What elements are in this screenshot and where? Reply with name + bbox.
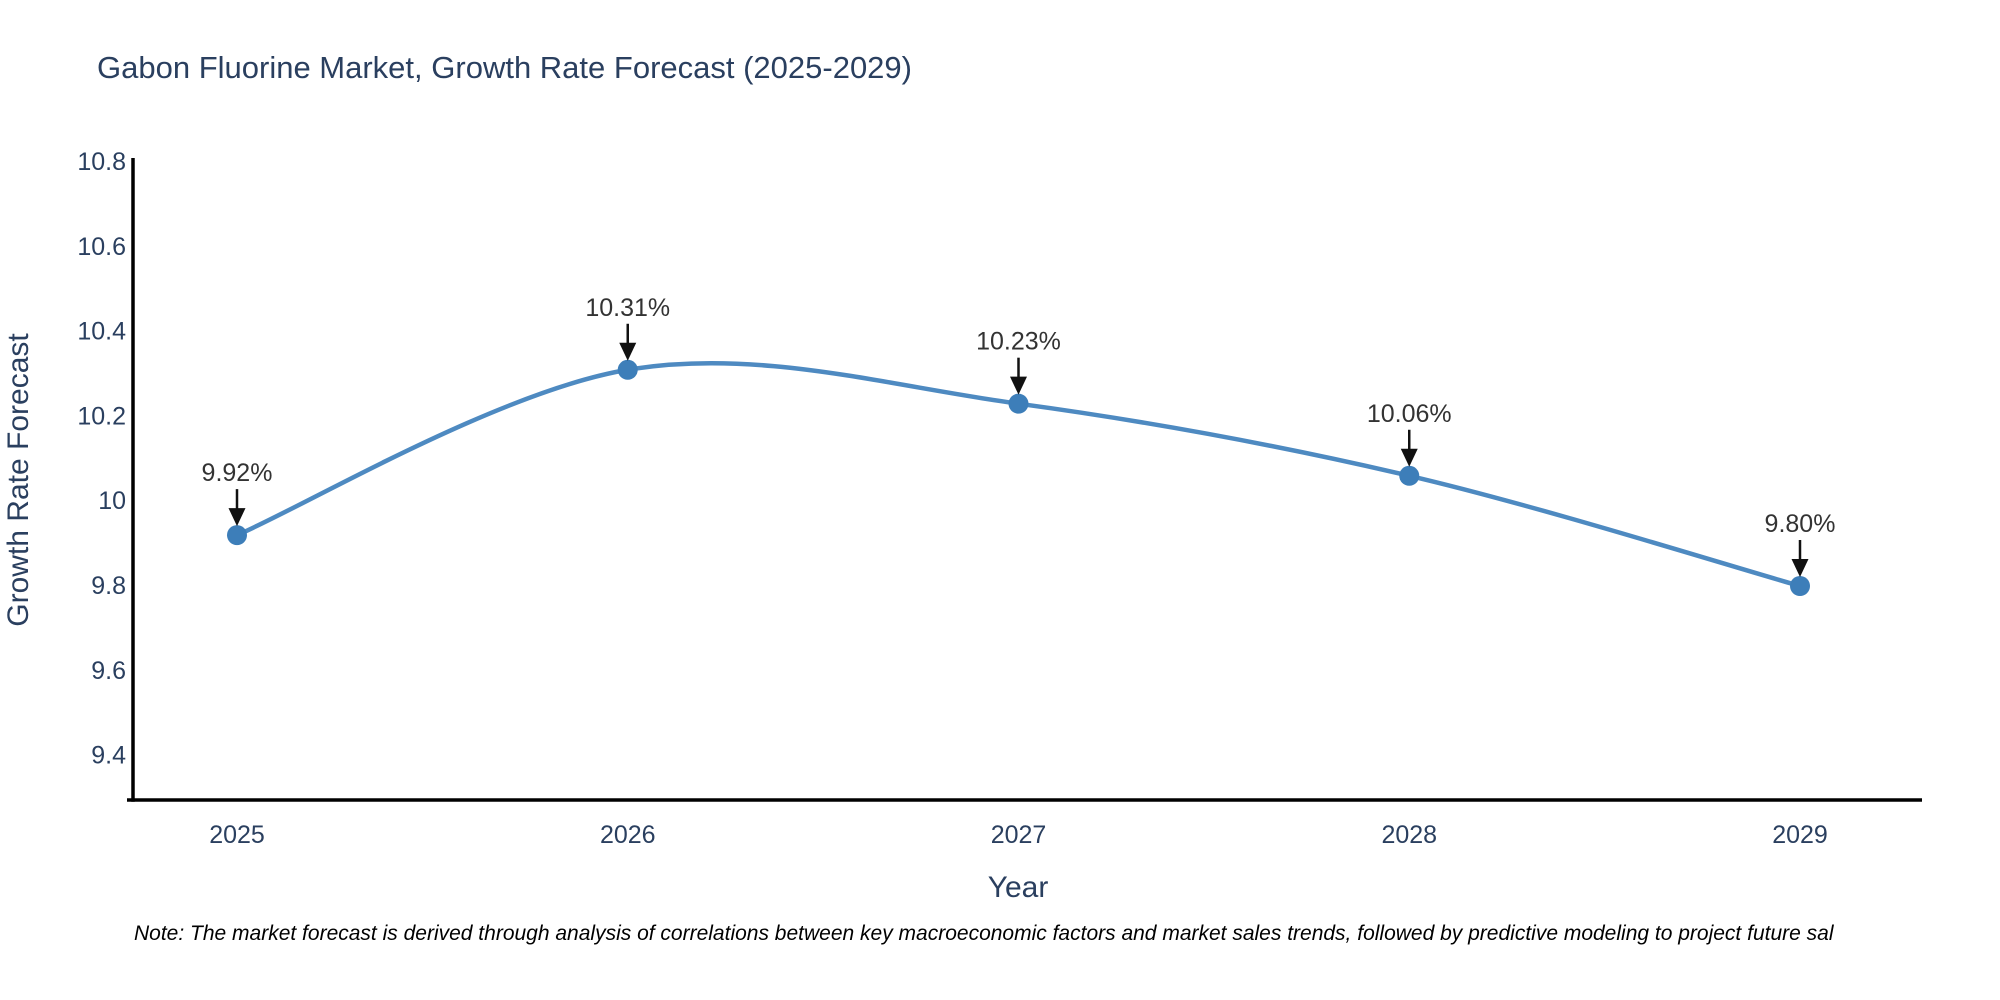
x-tick-label: 2029 [1772, 821, 1828, 849]
chart-title: Gabon Fluorine Market, Growth Rate Forec… [97, 50, 912, 85]
y-tick-label: 9.8 [91, 572, 126, 600]
y-tick-label: 10.4 [77, 318, 126, 346]
data-point-label: 10.31% [585, 294, 670, 322]
annotation-arrow-head [228, 508, 246, 527]
data-point-marker [1008, 393, 1029, 414]
data-point-label: 9.92% [202, 459, 273, 487]
data-point-marker [617, 359, 638, 380]
y-tick-label: 9.6 [91, 657, 126, 685]
y-axis-title: Growth Rate Forecast [2, 333, 35, 627]
x-axis-title: Year [988, 871, 1049, 904]
y-tick-label: 10.6 [77, 233, 126, 261]
y-tick-label: 10.8 [77, 148, 126, 176]
annotation-arrow-head [1791, 559, 1809, 577]
annotation-arrow-head [619, 342, 637, 361]
data-point-label: 9.80% [1765, 510, 1836, 538]
data-point-marker [1790, 576, 1810, 596]
y-tick-label: 9.4 [91, 742, 126, 770]
y-tick-label: 10 [98, 487, 126, 515]
footnote: Note: The market forecast is derived thr… [134, 922, 1834, 945]
data-point-label: 10.23% [976, 328, 1061, 356]
annotation-arrow-head [1010, 376, 1027, 395]
data-point-label: 10.06% [1367, 400, 1452, 428]
x-tick-label: 2025 [209, 821, 265, 849]
x-tick-label: 2028 [1381, 821, 1437, 849]
annotation-arrow-head [1400, 448, 1418, 467]
data-point-marker [227, 525, 247, 546]
data-point-marker [1399, 465, 1420, 486]
x-tick-label: 2027 [991, 821, 1047, 849]
y-tick-label: 10.2 [77, 402, 126, 430]
x-tick-label: 2026 [600, 821, 656, 849]
plot-area: 10.8 10.6 10.4 10.2 10 9.8 9.6 9.4 2025 2026 2027 2… [77, 148, 1922, 849]
